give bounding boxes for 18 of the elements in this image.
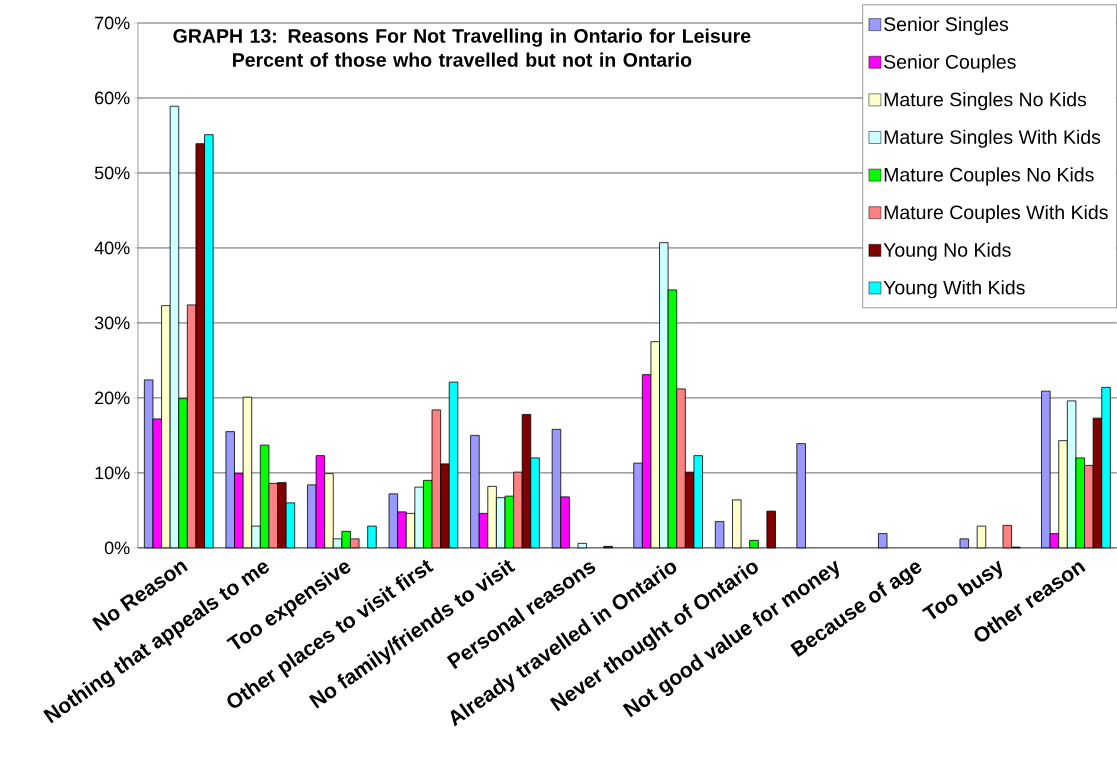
- y-tick-label: 20%: [95, 391, 130, 405]
- legend-label: Senior Couples: [884, 54, 1016, 73]
- legend-label: Mature Couples With Kids: [884, 205, 1108, 224]
- y-tick-label: 0%: [104, 541, 130, 555]
- chart-title: GRAPH 13: Reasons For Not Travelling in Ontario for Leisure: [173, 28, 751, 47]
- legend-label: Young With Kids: [883, 280, 1025, 299]
- legend-label: Mature Singles No Kids: [884, 92, 1087, 111]
- y-tick-label: 70%: [95, 16, 130, 30]
- text: Percent of those who travelled but not in Ontario: [233, 52, 692, 67]
- legend-label: Mature Couples No Kids: [884, 167, 1094, 186]
- y-tick-label: 60%: [95, 91, 130, 105]
- legend-label: Senior Singles: [884, 16, 1009, 36]
- legend-label: Young No Kids: [883, 242, 1011, 261]
- y-tick-label: 10%: [95, 466, 130, 480]
- y-tick-label: 50%: [94, 166, 130, 180]
- legend-label: Mature Singles With Kids: [884, 129, 1101, 148]
- y-tick-label: 30%: [94, 316, 130, 330]
- y-tick-label: 40%: [94, 241, 130, 255]
